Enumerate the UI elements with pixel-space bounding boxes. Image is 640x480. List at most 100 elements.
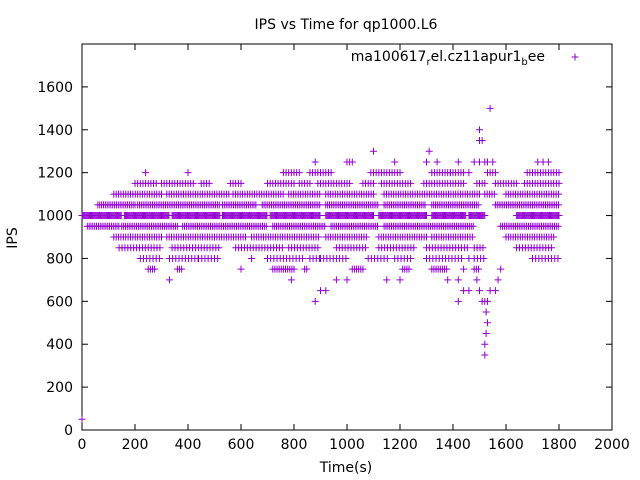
data-point <box>306 179 314 187</box>
data-point <box>189 179 197 187</box>
data-point <box>555 212 563 220</box>
data-point <box>454 158 462 166</box>
data-point <box>486 104 494 112</box>
data-point <box>407 179 415 187</box>
y-tick-label: 1600 <box>37 80 73 96</box>
data-point <box>481 212 489 220</box>
data-point <box>480 254 488 262</box>
data-point <box>482 330 490 337</box>
data-point <box>483 319 491 327</box>
data-point <box>278 244 286 252</box>
data-point <box>322 287 330 295</box>
data-point <box>555 169 563 177</box>
data-point <box>491 287 499 295</box>
data-point <box>423 158 430 166</box>
data-point <box>454 276 462 284</box>
data-point <box>237 179 245 187</box>
data-point <box>214 254 222 262</box>
y-tick-label: 1200 <box>37 166 73 182</box>
data-point <box>460 179 468 187</box>
x-tick-label: 1200 <box>382 437 418 453</box>
data-point <box>490 190 498 198</box>
axis-ticks: 0 200 400 600 800 1000 1200 1400 1600 1800 2000 0 20… <box>37 44 630 453</box>
data-point <box>478 297 486 305</box>
data-point <box>362 233 370 241</box>
data-point <box>454 297 462 305</box>
data-point <box>303 265 311 273</box>
legend-label-part-1: ma100617 <box>351 49 427 65</box>
x-tick-label: 1000 <box>329 437 365 453</box>
data-point <box>482 308 490 316</box>
legend-label-sub-2: b <box>521 57 527 68</box>
x-tick-label: 600 <box>228 437 255 453</box>
y-tick-label: 600 <box>46 294 73 310</box>
data-point <box>474 201 482 209</box>
data-point <box>373 222 381 230</box>
y-tick-label: 1000 <box>37 209 73 225</box>
data-point <box>465 287 473 295</box>
x-tick-label: 1400 <box>435 437 471 453</box>
data-point <box>481 179 489 187</box>
data-point <box>548 244 556 252</box>
data-point <box>481 340 489 348</box>
y-tick-label: 800 <box>46 251 73 267</box>
data-point <box>321 222 329 230</box>
data-point <box>370 147 377 155</box>
data-point <box>544 158 552 166</box>
legend-label-sub-1: r <box>426 57 431 68</box>
data-point <box>494 276 502 284</box>
data-point <box>489 158 497 166</box>
data-point <box>491 169 499 177</box>
data-point <box>287 276 295 284</box>
y-tick-label: 0 <box>64 423 73 439</box>
legend-label: ma100617rel.cz11apur1bee <box>351 49 545 68</box>
data-point <box>465 254 473 262</box>
x-axis-label: Time(s) <box>319 460 372 476</box>
data-point <box>497 265 505 273</box>
data-point <box>155 254 163 262</box>
data-point <box>343 276 351 284</box>
data-point <box>421 201 429 209</box>
data-point <box>252 201 260 209</box>
data-point <box>332 276 340 284</box>
y-axis-label: IPS <box>5 227 21 249</box>
data-point <box>383 276 391 284</box>
data-point <box>311 297 319 305</box>
data-point <box>463 244 471 252</box>
data-point <box>205 179 213 187</box>
data-point <box>178 265 186 273</box>
data-point <box>316 190 324 198</box>
legend-label-part-3: ee <box>528 49 545 65</box>
data-point <box>396 276 404 284</box>
data-point <box>433 158 441 166</box>
data-point <box>473 276 481 284</box>
data-point <box>184 169 192 177</box>
data-point <box>460 265 468 273</box>
data-point <box>407 254 415 262</box>
x-tick-label: 200 <box>122 437 149 453</box>
data-point <box>479 244 487 252</box>
data-point <box>476 287 483 295</box>
chart-title: IPS vs Time for qp1000.L6 <box>255 17 438 33</box>
data-point <box>396 169 404 177</box>
data-point <box>370 179 377 187</box>
data-point <box>311 158 319 166</box>
data-point <box>550 233 558 241</box>
data-point <box>405 265 413 273</box>
data-point <box>474 265 482 273</box>
data-point <box>295 169 303 177</box>
data-point <box>443 265 451 273</box>
data-point <box>476 126 483 134</box>
data-point <box>237 265 245 273</box>
data-point <box>481 351 489 359</box>
data-point <box>425 147 433 155</box>
data-point <box>410 244 418 252</box>
data-series <box>78 104 563 423</box>
data-point <box>554 254 562 262</box>
data-point <box>290 265 298 273</box>
data-point <box>346 179 354 187</box>
data-point <box>555 179 563 187</box>
data-point <box>444 276 452 284</box>
data-point <box>262 222 270 230</box>
